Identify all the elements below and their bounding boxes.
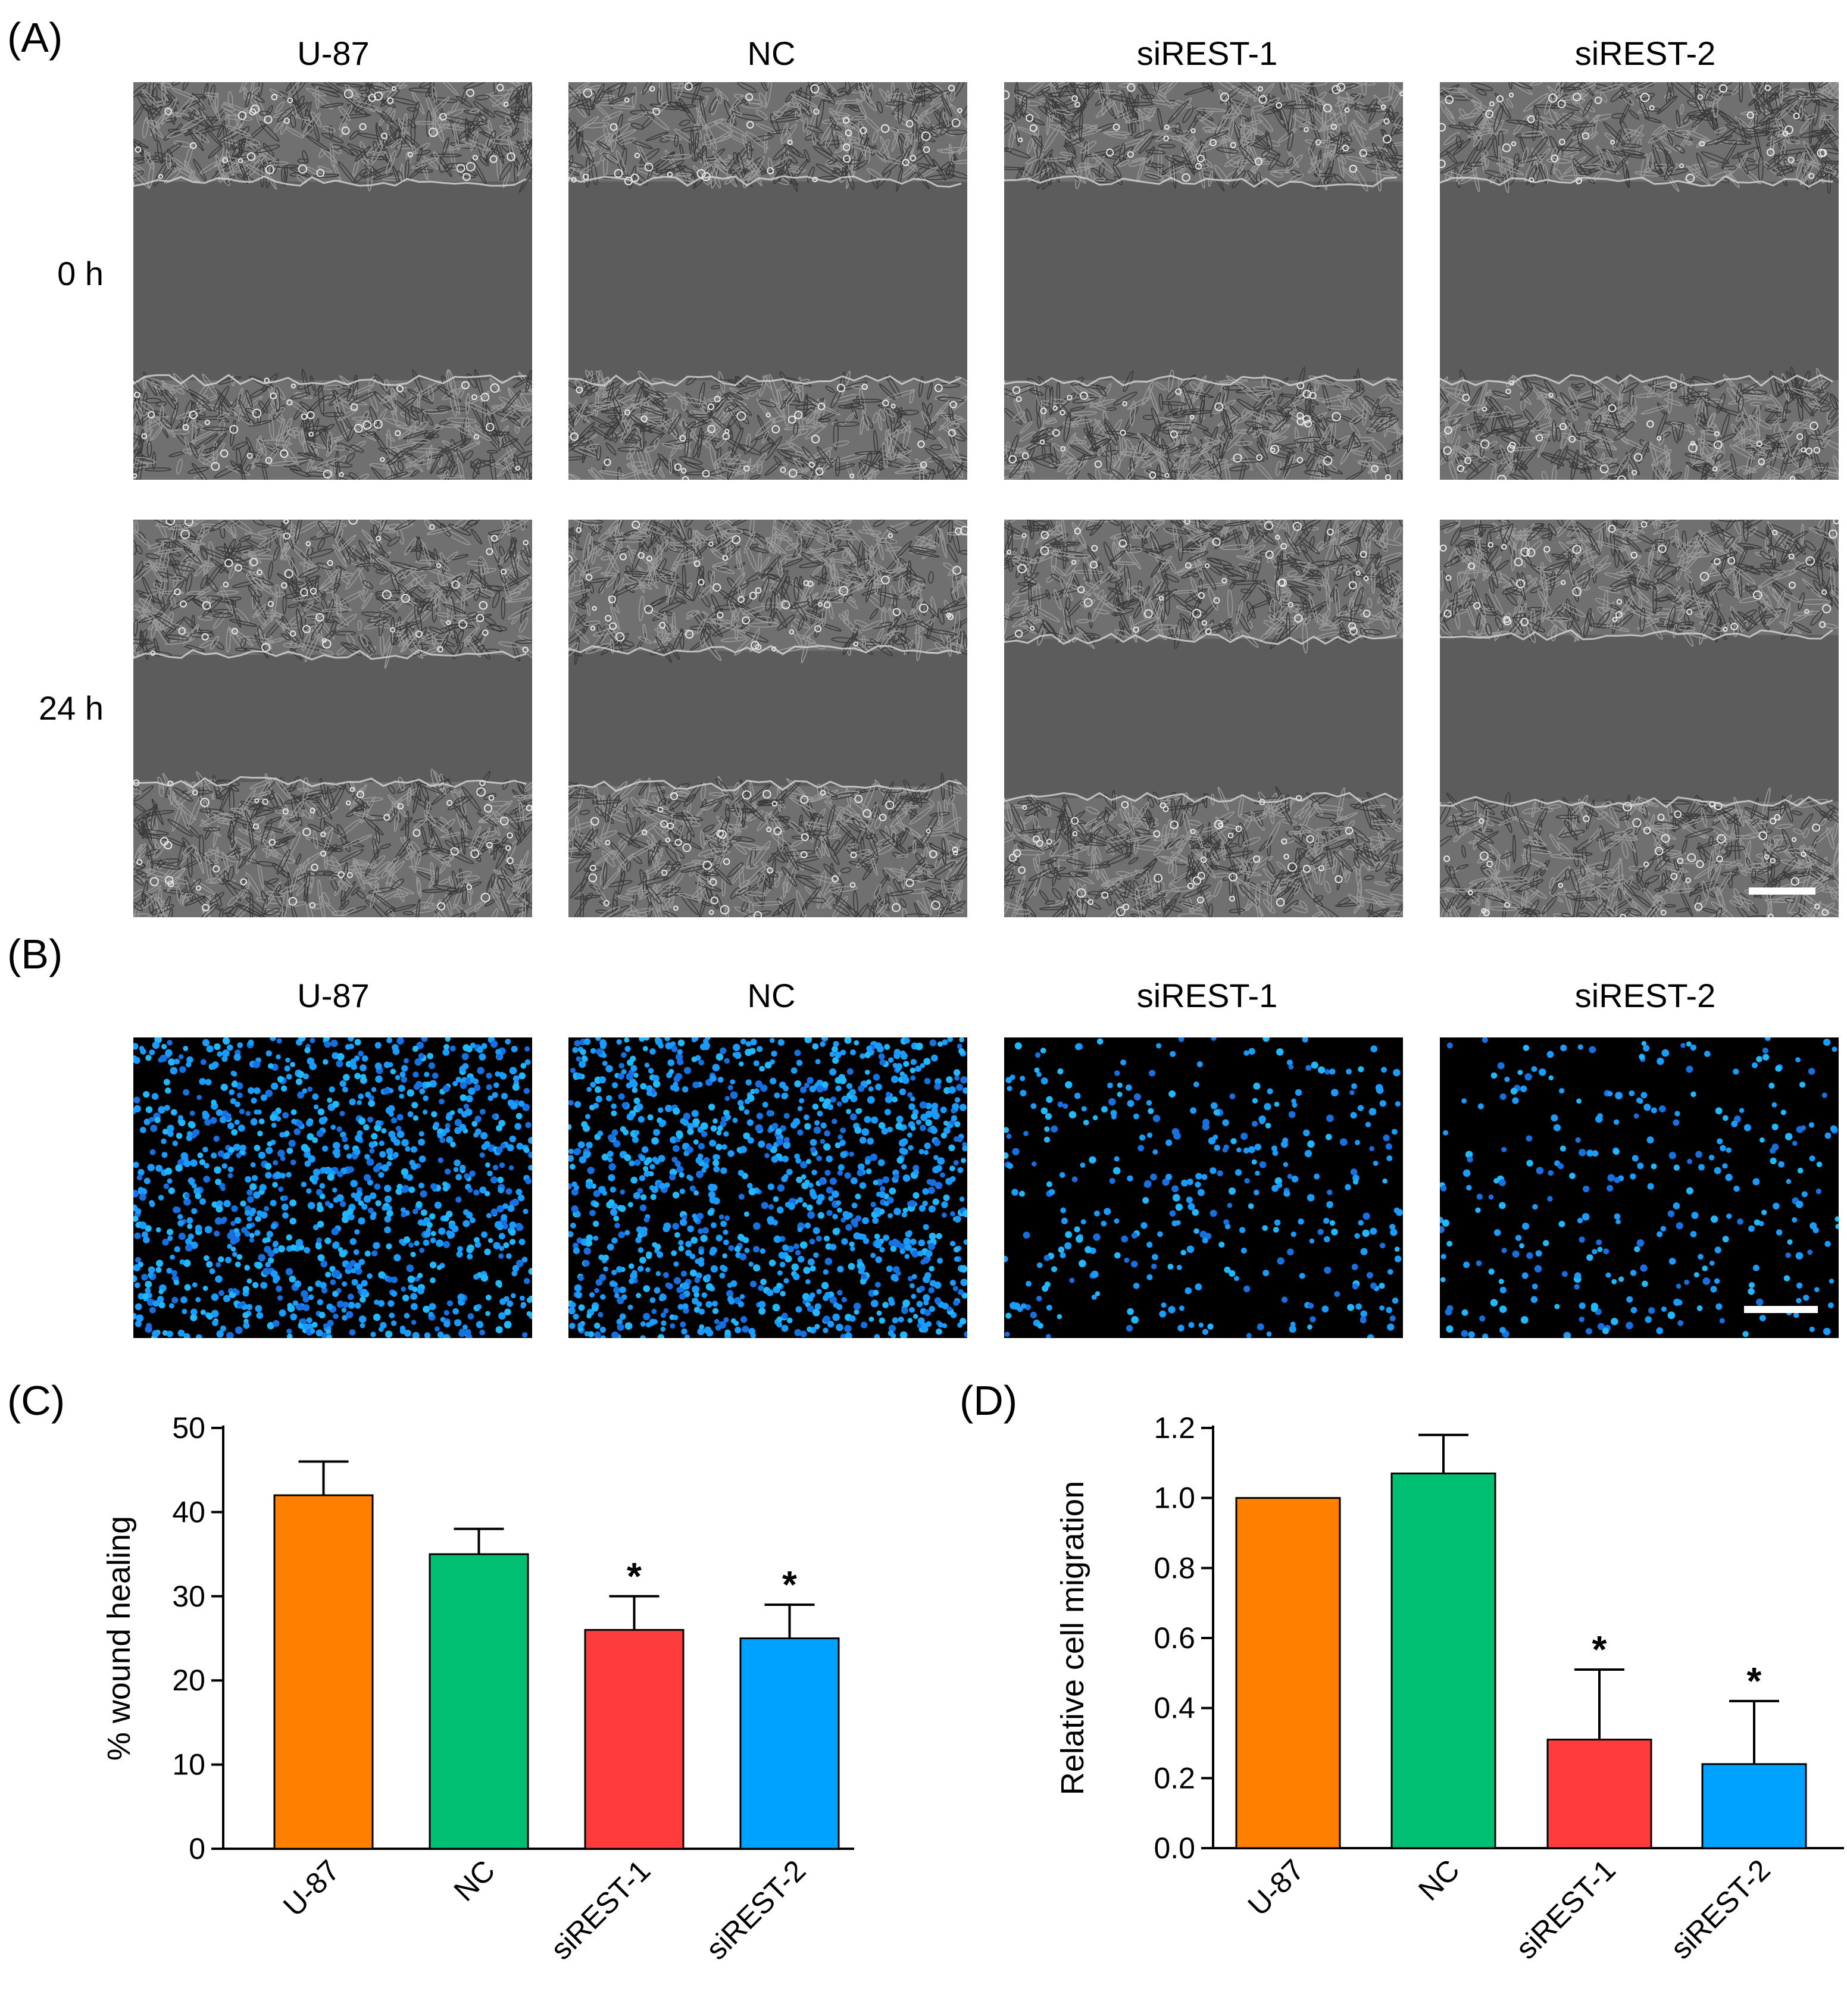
chart-c-svg: 0 10 20 30 40 50 % wound healing U-87 NC * siREST-…	[101, 1411, 854, 1966]
significance-marker: *	[1747, 1659, 1762, 1702]
panel-b-col-title-u87: U-87	[297, 977, 370, 1014]
y-tick-label: 0.6	[1154, 1621, 1195, 1655]
phase-contrast-image-u87-24h	[133, 520, 532, 917]
y-axis-label: % wound healing	[101, 1516, 137, 1761]
panel-c-letter: (C)	[7, 1377, 65, 1424]
bar-sirest-1	[1546, 1739, 1652, 1849]
micrograph-texture	[1440, 520, 1839, 917]
scale-bar-panel-a	[1749, 887, 1815, 895]
y-axis-label: Relative cell migration	[1055, 1481, 1090, 1795]
micrograph-texture	[1004, 520, 1403, 917]
y-tick-label: 0.2	[1154, 1761, 1195, 1795]
panel-a-col-title-sirest2: siREST-2	[1574, 35, 1716, 72]
phase-contrast-image-nc-24h	[568, 520, 967, 917]
panel-a-letter: (A)	[7, 14, 63, 61]
scale-bar-panel-b	[1744, 1306, 1818, 1313]
y-tick-label: 0.8	[1154, 1551, 1195, 1584]
phase-contrast-image-sirest1-0h	[1004, 82, 1403, 480]
y-tick-label: 20	[172, 1664, 205, 1697]
y-tick-label: 0	[189, 1832, 205, 1865]
significance-marker: *	[1592, 1628, 1607, 1671]
y-tick-label: 10	[172, 1748, 205, 1781]
significance-marker: *	[782, 1563, 797, 1606]
y-tick-label: 50	[172, 1411, 205, 1445]
panel-b-col-title-sirest1: siREST-1	[1136, 977, 1278, 1014]
dapi-image-sirest1	[1004, 1037, 1403, 1338]
micrograph-texture	[1440, 82, 1839, 480]
micrograph-texture	[568, 520, 967, 917]
panel-a-row-label-24h: 24 h	[39, 689, 104, 727]
panel-b-col-title-nc: NC	[747, 977, 796, 1014]
bar-sirest-2	[739, 1637, 840, 1850]
chart-d-svg: 0.0 0.2 0.4 0.6 0.8 1.0 1.2 Relative cell migra…	[1055, 1411, 1844, 1965]
chart-relative-migration: 0.0 0.2 0.4 0.6 0.8 1.0 1.2 Relative cell migra…	[929, 1369, 1847, 2016]
phase-contrast-image-u87-0h	[133, 82, 532, 480]
phase-contrast-image-sirest2-24h	[1440, 520, 1839, 917]
micrograph-texture	[1004, 82, 1403, 480]
bar-u-87	[1235, 1497, 1341, 1849]
fluorescence-texture	[1004, 1037, 1403, 1338]
y-tick-label: 0.4	[1154, 1692, 1195, 1725]
panel-a-col-title-u87: U-87	[297, 35, 370, 72]
phase-contrast-image-nc-0h	[568, 82, 967, 480]
y-tick-label: 30	[172, 1580, 205, 1613]
chart-wound-healing: 0 10 20 30 40 50 % wound healing U-87 NC * siREST-…	[0, 1369, 893, 2016]
bar-sirest-2	[1701, 1763, 1807, 1849]
x-tick-label: siREST-1	[1510, 1853, 1622, 1965]
panel-a-col-title-sirest1: siREST-1	[1136, 35, 1278, 72]
panel-a-col-title-nc: NC	[747, 35, 796, 72]
micrograph-texture	[568, 82, 967, 480]
fluorescence-texture	[133, 1037, 532, 1338]
panel-a-row-label-0h: 0 h	[57, 255, 104, 292]
x-tick-label: U-87	[1242, 1853, 1311, 1922]
panel-b-letter: (B)	[7, 931, 63, 977]
dapi-image-u87	[133, 1037, 532, 1338]
bar-sirest-1	[584, 1629, 685, 1850]
dapi-image-sirest2	[1440, 1037, 1839, 1338]
y-tick-label: 1.2	[1154, 1411, 1195, 1445]
bar-nc	[1390, 1472, 1496, 1849]
x-tick-label: siREST-2	[1664, 1853, 1777, 1965]
x-tick-label: siREST-2	[699, 1854, 812, 1966]
fluorescence-texture	[1440, 1037, 1839, 1338]
panel-d-letter: (D)	[960, 1377, 1018, 1424]
phase-contrast-image-sirest2-0h	[1440, 82, 1839, 480]
x-tick-label: NC	[448, 1854, 502, 1908]
bar-u-87	[273, 1494, 374, 1850]
micrograph-texture	[133, 520, 532, 917]
x-tick-label: NC	[1412, 1853, 1466, 1907]
y-tick-label: 0.0	[1154, 1831, 1195, 1865]
dapi-image-nc	[568, 1037, 967, 1338]
bar-nc	[429, 1553, 529, 1850]
panel-b-col-title-sirest2: siREST-2	[1574, 977, 1716, 1014]
significance-marker: *	[627, 1555, 642, 1598]
y-tick-label: 1.0	[1154, 1481, 1195, 1515]
micrograph-texture	[133, 82, 532, 480]
y-tick-label: 40	[172, 1495, 205, 1529]
x-tick-label: U-87	[277, 1854, 346, 1923]
phase-contrast-image-sirest1-24h	[1004, 520, 1403, 917]
fluorescence-texture	[568, 1037, 967, 1338]
x-tick-label: siREST-1	[544, 1854, 657, 1966]
